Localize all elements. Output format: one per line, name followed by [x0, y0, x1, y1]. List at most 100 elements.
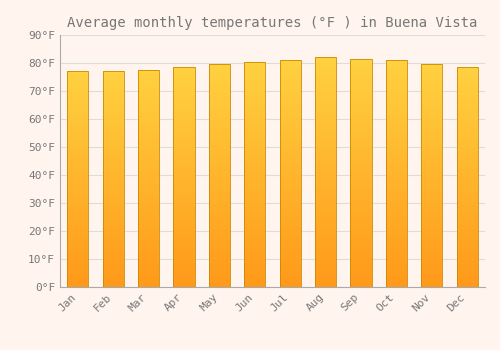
- Bar: [174, 67, 195, 287]
- Bar: [350, 127, 372, 130]
- Bar: [102, 98, 124, 101]
- Bar: [456, 238, 478, 240]
- Bar: [456, 128, 478, 131]
- Bar: [421, 262, 442, 265]
- Bar: [244, 281, 266, 284]
- Bar: [174, 141, 195, 144]
- Bar: [244, 225, 266, 228]
- Bar: [350, 250, 372, 253]
- Bar: [244, 259, 266, 262]
- Bar: [67, 152, 88, 155]
- Bar: [138, 113, 159, 116]
- Bar: [102, 71, 124, 287]
- Bar: [244, 132, 266, 135]
- Bar: [350, 116, 372, 119]
- Bar: [315, 77, 336, 80]
- Bar: [280, 131, 301, 134]
- Bar: [456, 78, 478, 81]
- Bar: [315, 86, 336, 89]
- Bar: [280, 176, 301, 179]
- Bar: [138, 143, 159, 146]
- Title: Average monthly temperatures (°F ) in Buena Vista: Average monthly temperatures (°F ) in Bu…: [68, 16, 478, 30]
- Bar: [102, 109, 124, 112]
- Bar: [102, 96, 124, 98]
- Bar: [138, 222, 159, 225]
- Bar: [456, 136, 478, 139]
- Bar: [209, 212, 230, 215]
- Bar: [209, 284, 230, 287]
- Bar: [386, 117, 407, 120]
- Bar: [456, 221, 478, 224]
- Bar: [315, 115, 336, 118]
- Bar: [174, 246, 195, 248]
- Bar: [102, 166, 124, 168]
- Bar: [174, 276, 195, 279]
- Bar: [421, 209, 442, 212]
- Bar: [421, 231, 442, 234]
- Bar: [138, 205, 159, 208]
- Bar: [350, 153, 372, 156]
- Bar: [102, 128, 124, 131]
- Bar: [456, 147, 478, 150]
- Bar: [280, 276, 301, 279]
- Bar: [138, 203, 159, 205]
- Bar: [209, 279, 230, 281]
- Bar: [315, 158, 336, 161]
- Bar: [244, 67, 266, 70]
- Bar: [350, 150, 372, 153]
- Bar: [421, 84, 442, 87]
- Bar: [350, 190, 372, 193]
- Bar: [421, 64, 442, 287]
- Bar: [244, 174, 266, 177]
- Bar: [102, 112, 124, 114]
- Bar: [421, 220, 442, 223]
- Bar: [174, 122, 195, 125]
- Bar: [386, 145, 407, 148]
- Bar: [67, 90, 88, 93]
- Bar: [350, 227, 372, 230]
- Bar: [386, 228, 407, 230]
- Bar: [456, 177, 478, 180]
- Bar: [138, 100, 159, 103]
- Bar: [244, 250, 266, 253]
- Bar: [244, 197, 266, 199]
- Bar: [280, 100, 301, 103]
- Bar: [174, 226, 195, 229]
- Bar: [244, 115, 266, 118]
- Bar: [456, 158, 478, 161]
- Bar: [209, 240, 230, 243]
- Bar: [280, 77, 301, 80]
- Bar: [102, 144, 124, 147]
- Bar: [421, 109, 442, 112]
- Bar: [456, 103, 478, 106]
- Bar: [386, 176, 407, 179]
- Bar: [280, 83, 301, 86]
- Bar: [174, 119, 195, 122]
- Bar: [421, 87, 442, 90]
- Bar: [102, 252, 124, 255]
- Bar: [350, 198, 372, 201]
- Bar: [421, 212, 442, 215]
- Bar: [174, 172, 195, 174]
- Bar: [315, 103, 336, 106]
- Bar: [138, 219, 159, 222]
- Bar: [280, 188, 301, 191]
- Bar: [209, 206, 230, 209]
- Bar: [67, 112, 88, 114]
- Bar: [386, 114, 407, 117]
- Bar: [138, 170, 159, 173]
- Bar: [386, 230, 407, 233]
- Bar: [138, 279, 159, 281]
- Bar: [244, 219, 266, 222]
- Bar: [174, 213, 195, 216]
- Bar: [421, 117, 442, 120]
- Bar: [138, 271, 159, 273]
- Bar: [456, 284, 478, 287]
- Bar: [315, 230, 336, 232]
- Bar: [315, 247, 336, 250]
- Bar: [138, 157, 159, 160]
- Bar: [280, 91, 301, 94]
- Bar: [138, 70, 159, 287]
- Bar: [386, 284, 407, 287]
- Bar: [350, 139, 372, 141]
